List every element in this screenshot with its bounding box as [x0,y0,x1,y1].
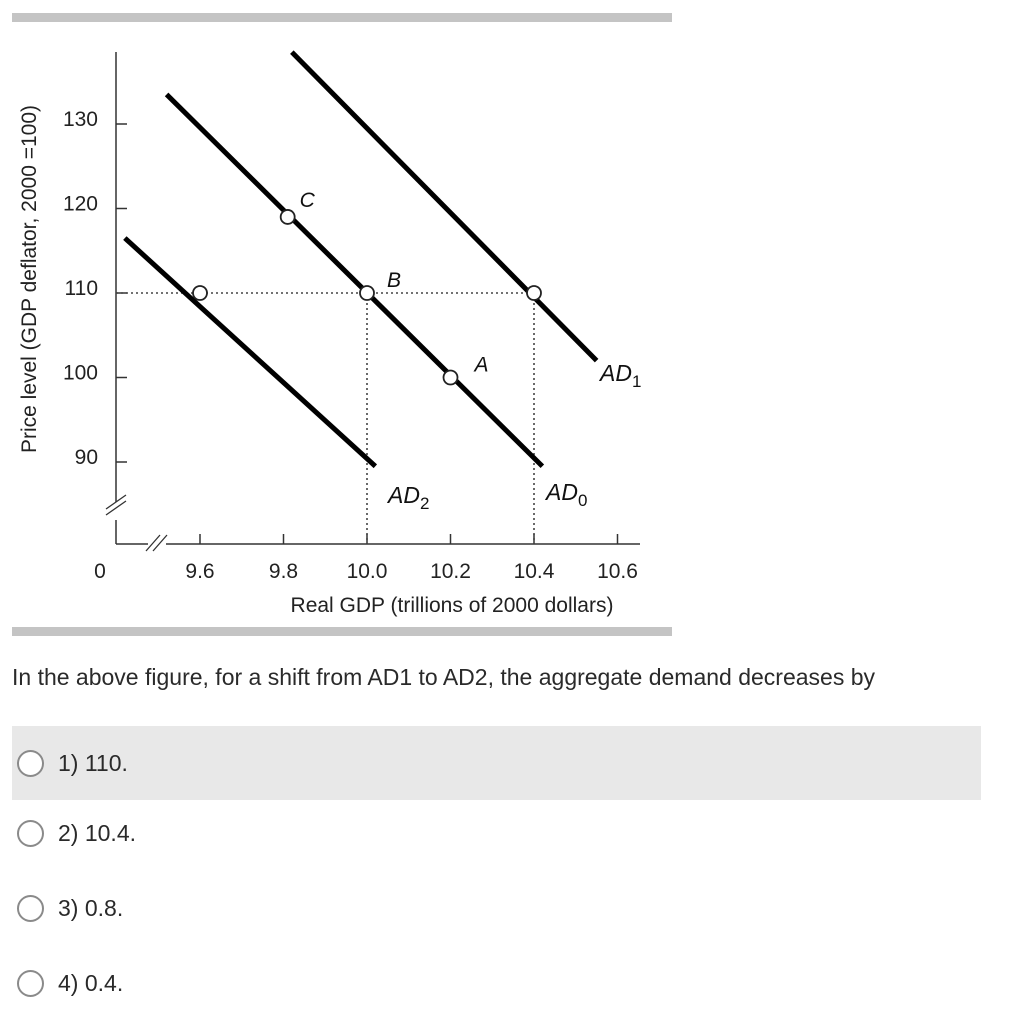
x-tick-label: 10.2 [430,560,471,583]
top-divider-bar [12,13,672,22]
answer-option-4[interactable]: 4) 0.4. [12,946,981,1020]
series-lines [123,50,599,469]
point-marker-b [359,285,375,301]
y-tick-label: 90 [75,446,98,469]
question-text: In the above figure, for a shift from AD… [12,664,876,690]
point-markers [192,209,542,386]
answer-option-label: 4) 0.4. [58,969,124,996]
chart-labels: Price level (GDP deflator, 2000 =100) Re… [18,105,641,617]
origin-label: 0 [94,560,106,583]
ad-curve-ad1 [290,50,599,363]
x-tick-label: 10.4 [514,560,555,583]
radio-button-icon[interactable] [17,819,44,847]
point-marker [192,285,208,301]
ad-curve-ad0 [164,92,545,469]
x-axis-label: Real GDP (trillions of 2000 dollars) [291,594,614,617]
x-tick-label: 10.0 [347,560,388,583]
y-axis-label: Price level (GDP deflator, 2000 =100) [18,105,41,453]
point-marker [526,285,542,301]
point-label-b: B [387,269,401,292]
radio-button-icon[interactable] [17,749,44,777]
answer-option-2[interactable]: 2) 10.4. [12,796,981,870]
y-axis-break-icon [105,494,127,516]
radio-button-icon[interactable] [17,894,44,922]
point-marker-a [442,369,459,386]
series-label-ad2: AD2 [386,482,429,513]
x-tick-label: 9.6 [185,560,214,583]
ad-curve-ad2 [123,236,378,469]
answer-option-label: 3) 0.8. [58,894,124,921]
radio-button-icon[interactable] [17,969,44,997]
x-tick-label: 9.8 [269,560,298,583]
point-label-c: C [300,189,316,212]
series-label-subscript: 2 [420,494,429,513]
bottom-divider-bar [12,627,672,636]
series-label-subscript: 1 [632,372,641,391]
answer-option-1[interactable]: 1) 110. [12,726,981,800]
series-label-main: AD [386,482,420,508]
y-tick-label: 120 [63,193,98,216]
x-axis-break-icon [145,534,168,552]
y-tick-label: 110 [65,277,98,300]
y-tick-label: 100 [63,362,98,385]
series-label-main: AD [598,360,632,386]
series-label-ad0: AD0 [544,479,587,510]
series-label-subscript: 0 [578,491,587,510]
y-tick-label: 130 [63,108,98,131]
answer-option-3[interactable]: 3) 0.8. [12,871,981,945]
point-label-a: A [473,354,489,377]
point-marker-c [279,209,296,225]
series-label-ad1: AD1 [598,360,641,391]
answer-option-label: 2) 10.4. [58,819,136,846]
x-tick-label: 10.6 [597,560,638,583]
series-label-main: AD [544,479,578,505]
answer-option-label: 1) 110. [58,749,128,776]
reference-lines [116,292,535,544]
